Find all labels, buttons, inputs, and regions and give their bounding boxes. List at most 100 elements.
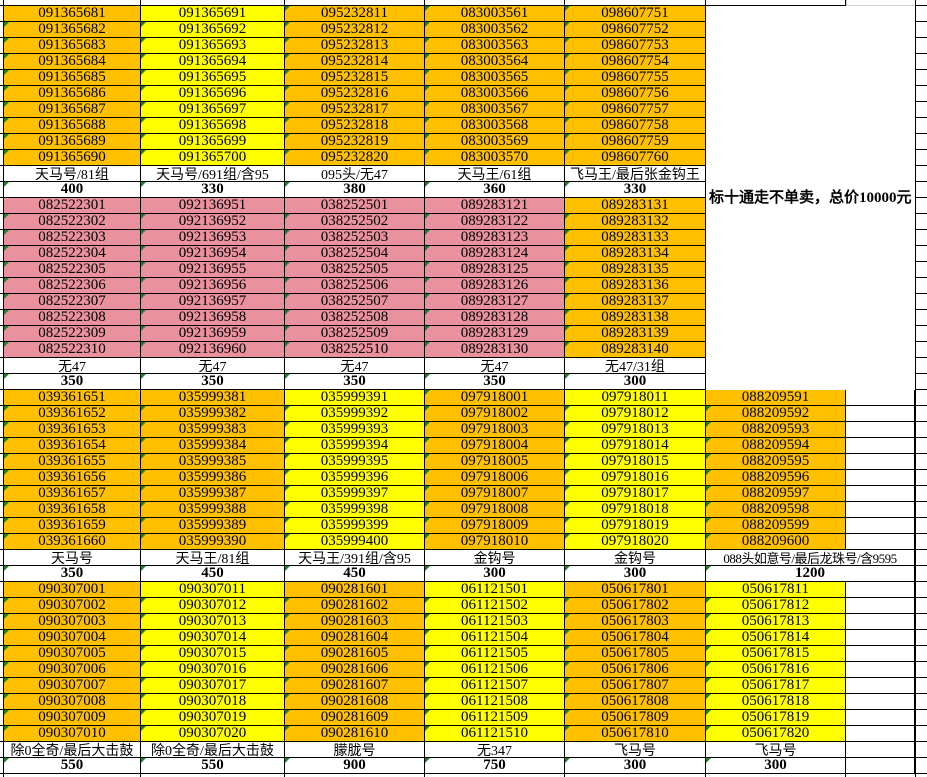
phone-cell[interactable]: 090307016 (141, 661, 285, 678)
phone-cell[interactable]: 088209592 (706, 405, 846, 422)
phone-cell[interactable]: 097918017 (565, 485, 706, 502)
phone-cell[interactable]: 090281604 (285, 629, 425, 646)
phone-cell[interactable]: 097918006 (425, 469, 565, 486)
phone-cell[interactable]: 083003569 (425, 133, 565, 150)
phone-cell[interactable]: 095232819 (285, 133, 425, 150)
phone-cell[interactable]: 050617801 (565, 581, 706, 598)
phone-cell[interactable]: 090307006 (3, 661, 141, 678)
phone-cell[interactable]: 090307002 (3, 597, 141, 614)
empty-cell[interactable] (846, 726, 915, 742)
phone-cell[interactable]: 089283123 (425, 229, 565, 246)
phone-cell[interactable]: 038252502 (285, 213, 425, 230)
phone-cell[interactable]: 035999383 (141, 421, 285, 438)
phone-cell[interactable]: 061121510 (425, 725, 565, 742)
phone-cell[interactable]: 089283125 (425, 261, 565, 278)
phone-cell[interactable]: 097918008 (425, 501, 565, 518)
phone-cell[interactable]: 097918004 (425, 437, 565, 454)
phone-cell[interactable]: 088209591 (706, 389, 846, 406)
phone-cell[interactable]: 091365681 (3, 5, 141, 22)
price-cell[interactable]: 900 (285, 757, 425, 774)
phone-cell[interactable]: 092136960 (141, 341, 285, 358)
phone-cell[interactable]: 098607752 (565, 21, 706, 38)
phone-cell[interactable]: 088209596 (706, 469, 846, 486)
phone-cell[interactable]: 035999394 (285, 437, 425, 454)
phone-cell[interactable]: 095232818 (285, 117, 425, 134)
price-cell[interactable]: 350 (3, 565, 141, 582)
phone-cell[interactable]: 050617816 (706, 661, 846, 678)
phone-cell[interactable]: 039361657 (3, 485, 141, 502)
empty-cell[interactable] (846, 598, 915, 614)
empty-cell[interactable] (846, 678, 915, 694)
phone-cell[interactable]: 090307010 (3, 725, 141, 742)
phone-cell[interactable]: 098607760 (565, 149, 706, 166)
price-cell[interactable]: 380 (285, 181, 425, 198)
phone-cell[interactable]: 091365700 (141, 149, 285, 166)
phone-cell[interactable]: 091365686 (3, 85, 141, 102)
phone-cell[interactable]: 061121508 (425, 693, 565, 710)
phone-cell[interactable]: 050617811 (706, 581, 846, 598)
phone-cell[interactable]: 061121504 (425, 629, 565, 646)
phone-cell[interactable]: 050617808 (565, 693, 706, 710)
phone-cell[interactable]: 061121501 (425, 581, 565, 598)
group-label-cell[interactable]: 金钩号 (565, 550, 706, 567)
price-cell[interactable]: 350 (141, 373, 285, 390)
empty-cell[interactable] (846, 518, 915, 534)
phone-cell[interactable]: 090307015 (141, 645, 285, 662)
phone-cell[interactable]: 050617805 (565, 645, 706, 662)
phone-cell[interactable]: 090307020 (141, 725, 285, 742)
phone-cell[interactable]: 092136958 (141, 309, 285, 326)
phone-cell[interactable]: 035999399 (285, 517, 425, 534)
phone-cell[interactable]: 098607758 (565, 117, 706, 134)
phone-cell[interactable]: 088209595 (706, 453, 846, 470)
phone-cell[interactable]: 097918014 (565, 437, 706, 454)
phone-cell[interactable]: 090307007 (3, 677, 141, 694)
phone-cell[interactable]: 035999389 (141, 517, 285, 534)
price-cell[interactable]: 350 (285, 373, 425, 390)
phone-cell[interactable]: 092136955 (141, 261, 285, 278)
phone-cell[interactable]: 082522306 (3, 277, 141, 294)
phone-cell[interactable]: 095232814 (285, 53, 425, 70)
phone-cell[interactable]: 095232815 (285, 69, 425, 86)
phone-cell[interactable]: 092136952 (141, 213, 285, 230)
phone-cell[interactable]: 089283135 (565, 261, 706, 278)
price-cell[interactable]: 350 (3, 373, 141, 390)
phone-cell[interactable]: 089283138 (565, 309, 706, 326)
price-cell[interactable]: 300 (565, 565, 706, 582)
empty-cell[interactable] (846, 406, 915, 422)
price-cell[interactable]: 300 (565, 757, 706, 774)
phone-cell[interactable]: 035999388 (141, 501, 285, 518)
phone-cell[interactable]: 039361655 (3, 453, 141, 470)
phone-cell[interactable]: 090281602 (285, 597, 425, 614)
phone-cell[interactable]: 083003564 (425, 53, 565, 70)
phone-cell[interactable]: 061121506 (425, 661, 565, 678)
phone-cell[interactable]: 089283137 (565, 293, 706, 310)
phone-cell[interactable]: 089283133 (565, 229, 706, 246)
phone-cell[interactable]: 050617815 (706, 645, 846, 662)
phone-cell[interactable]: 050617809 (565, 709, 706, 726)
phone-cell[interactable]: 035999393 (285, 421, 425, 438)
phone-cell[interactable]: 092136951 (141, 197, 285, 214)
phone-cell[interactable]: 089283128 (425, 309, 565, 326)
empty-cell[interactable] (846, 486, 915, 502)
phone-cell[interactable]: 035999384 (141, 437, 285, 454)
phone-cell[interactable]: 082522303 (3, 229, 141, 246)
phone-cell[interactable]: 089283129 (425, 325, 565, 342)
phone-cell[interactable]: 091365697 (141, 101, 285, 118)
phone-cell[interactable]: 095232820 (285, 149, 425, 166)
phone-cell[interactable]: 035999392 (285, 405, 425, 422)
phone-cell[interactable]: 083003562 (425, 21, 565, 38)
phone-cell[interactable]: 038252506 (285, 277, 425, 294)
phone-cell[interactable]: 090307012 (141, 597, 285, 614)
phone-cell[interactable]: 090281610 (285, 725, 425, 742)
phone-cell[interactable]: 061121509 (425, 709, 565, 726)
phone-cell[interactable]: 097918016 (565, 469, 706, 486)
phone-cell[interactable]: 082522307 (3, 293, 141, 310)
phone-cell[interactable]: 090281607 (285, 677, 425, 694)
phone-cell[interactable]: 083003565 (425, 69, 565, 86)
phone-cell[interactable]: 035999387 (141, 485, 285, 502)
phone-cell[interactable]: 097918020 (565, 533, 706, 550)
empty-cell[interactable] (846, 470, 915, 486)
phone-cell[interactable]: 088209600 (706, 533, 846, 550)
phone-cell[interactable]: 035999382 (141, 405, 285, 422)
phone-cell[interactable]: 050617818 (706, 693, 846, 710)
